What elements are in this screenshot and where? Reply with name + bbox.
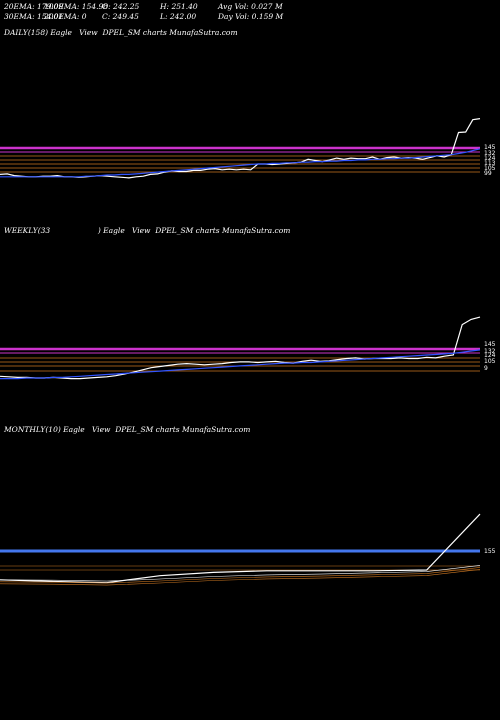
daily-level-label-5: 99: [484, 170, 492, 177]
weekly-price-line: [0, 316, 481, 380]
avg-vol-label: Avg Vol: 0.027 M: [218, 2, 283, 11]
daily-level-label-0: 145: [484, 144, 496, 151]
ema20-label: 20EMA: 179.09: [4, 2, 64, 11]
monthly-ma-line-0: [0, 565, 481, 582]
monthly-price-line: [0, 513, 481, 584]
header-row-1: 20EMA: 179.09 100EMA: 154.98 O: 242.25 H…: [4, 2, 283, 12]
weekly-panel-title: WEEKLY(33 ) Eagle View DPEL_SM charts Mu…: [4, 226, 291, 235]
high-label: H: 251.40: [160, 2, 198, 11]
weekly-level-label-0: 145: [484, 341, 496, 348]
open-label: O: 242.25: [102, 2, 140, 11]
weekly-level-label-4: 9: [484, 365, 488, 372]
weekly-level-label-1: 132: [484, 348, 496, 355]
weekly-ema-line: [0, 349, 481, 380]
day-vol-label: Day Vol: 0.159 M: [218, 12, 284, 21]
monthly-ma-line-1: [0, 567, 481, 584]
ema100-label: 100EMA: 154.98: [44, 2, 109, 11]
daily-level-label-4: 105: [484, 165, 496, 172]
daily-ema-line: [0, 148, 481, 178]
daily-level-label-3: 113: [484, 160, 496, 167]
monthly-level-label-0: 155: [484, 548, 496, 555]
weekly-level-label-2: 124: [484, 352, 496, 359]
header: 20EMA: 179.09 100EMA: 154.98 O: 242.25 H…: [4, 2, 284, 22]
monthly-ma-line-2: [0, 569, 481, 586]
daily-panel-title: DAILY(158) Eagle View DPEL_SM charts Mun…: [4, 28, 238, 37]
monthly-panel-title: MONTHLY(10) Eagle View DPEL_SM charts Mu…: [4, 425, 251, 434]
header-row-2: 30EMA: 154.01 200EMA: 0 C: 249.45 L: 242…: [4, 12, 284, 22]
low-label: L: 242.00: [160, 12, 197, 21]
ema200-label: 200EMA: 0: [44, 12, 87, 21]
daily-level-label-1: 132: [484, 150, 496, 157]
ema30-label: 30EMA: 154.01: [4, 12, 64, 21]
weekly-level-label-3: 105: [484, 358, 496, 365]
close-label: C: 249.45: [102, 12, 139, 21]
daily-level-label-2: 124: [484, 155, 496, 162]
